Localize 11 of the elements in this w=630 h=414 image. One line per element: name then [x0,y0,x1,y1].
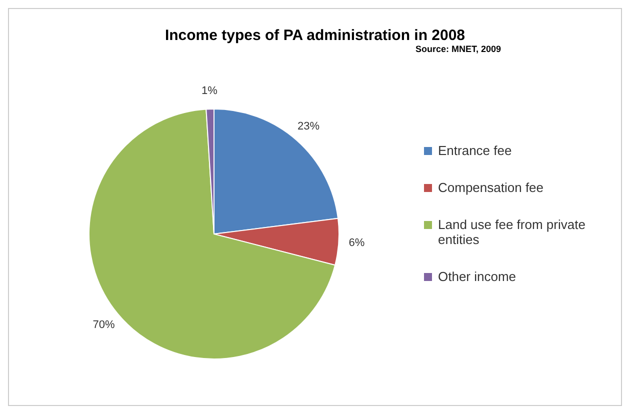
legend-label: Other income [438,268,516,284]
data-label: 1% [202,85,218,98]
legend-label: Compensation fee [438,180,544,194]
chart-subtitle: Source: MNET, 2009 [414,44,501,54]
data-label: 6% [348,236,365,249]
data-label: 23% [298,120,320,133]
chart-title: Income types of PA administration in 2008 [164,27,466,44]
pie-slice [88,108,336,360]
data-label: 70% [92,319,116,332]
legend-label: Land use fee from private entities [438,216,586,246]
legend-label: Entrance fee [438,142,512,158]
